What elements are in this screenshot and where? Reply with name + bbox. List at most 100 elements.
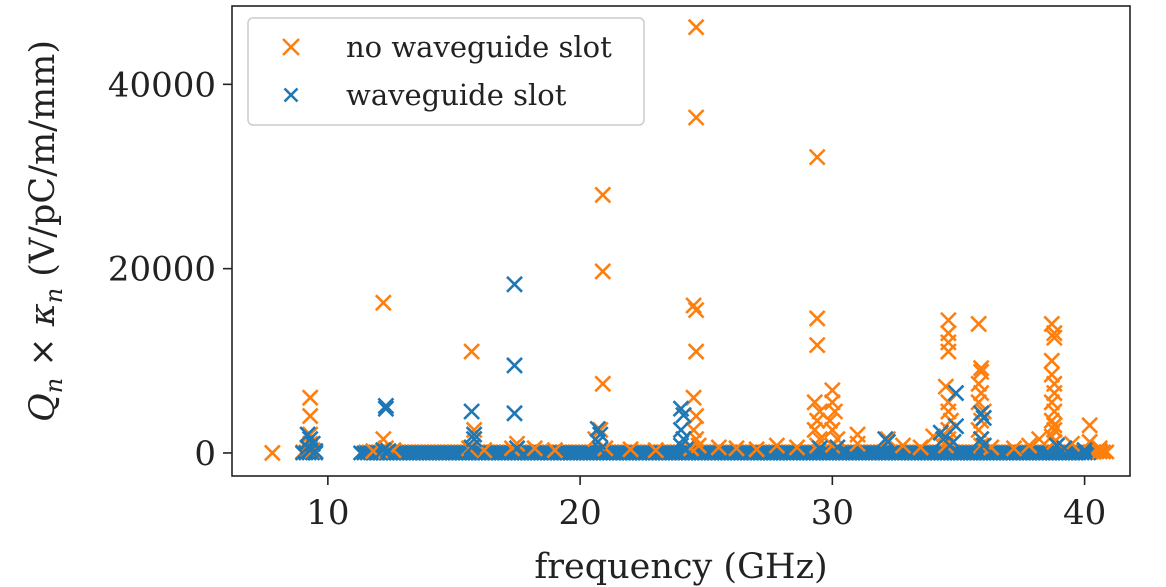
data-point-waveguide-slot: [947, 384, 965, 402]
data-point-no-waveguide-slot: [879, 430, 897, 448]
data-point-no-waveguide-slot: [463, 343, 481, 361]
data-point-waveguide-slot: [591, 440, 609, 458]
data-point-no-waveguide-slot: [806, 393, 824, 411]
data-point-waveguide-slot: [975, 437, 993, 455]
data-point-no-waveguide-slot: [826, 403, 844, 420]
data-point-no-waveguide-slot: [1045, 329, 1063, 347]
data-point-no-waveguide-slot: [647, 441, 665, 459]
y-label-times: ×: [23, 326, 63, 378]
data-point-no-waveguide-slot: [1045, 324, 1063, 342]
data-point-no-waveguide-slot: [374, 294, 392, 312]
data-point-waveguide-slot: [306, 442, 324, 460]
y-tick-label: 20000: [108, 250, 216, 290]
y-axis-label: Qn × κn (V/pC/m/mm): [23, 40, 68, 422]
data-point-no-waveguide-slot: [849, 435, 866, 453]
data-point-waveguide-slot: [677, 440, 695, 458]
x-tick-label: 20: [558, 493, 601, 533]
data-point-no-waveguide-slot: [1091, 439, 1109, 457]
data-point-no-waveguide-slot: [687, 18, 705, 36]
data-point-no-waveguide-slot: [594, 262, 612, 280]
data-point-no-waveguide-slot: [939, 343, 957, 361]
data-point-waveguide-slot: [589, 420, 607, 438]
data-point-no-waveguide-slot: [687, 301, 705, 319]
x-axis: 10 20 30 40: [306, 476, 1106, 533]
data-point-waveguide-slot: [463, 403, 481, 420]
plot-frame: [231, 5, 1131, 477]
data-point-no-waveguide-slot: [1063, 435, 1081, 453]
data-point-waveguide-slot: [1055, 439, 1073, 457]
data-point-no-waveguide-slot: [937, 378, 955, 396]
x-tick-label: 30: [811, 493, 854, 533]
data-point-no-waveguide-slot: [1081, 416, 1099, 434]
data-point-waveguide-slot: [374, 441, 392, 459]
x-tick-label: 10: [306, 493, 349, 533]
data-point-no-waveguide-slot: [972, 359, 990, 377]
data-point-no-waveguide-slot: [687, 343, 705, 361]
data-point-waveguide-slot: [675, 406, 692, 424]
data-point-waveguide-slot: [299, 426, 317, 443]
legend: no waveguide slot waveguide slot: [247, 17, 645, 126]
data-point-no-waveguide-slot: [1030, 430, 1048, 448]
data-point-no-waveguide-slot: [894, 437, 912, 455]
data-point-waveguide-slot: [506, 275, 523, 293]
data-point-no-waveguide-slot: [546, 441, 564, 459]
data-point-no-waveguide-slot: [1043, 352, 1061, 370]
y-tick-label: 0: [194, 434, 216, 474]
data-point-waveguide-slot: [463, 439, 481, 456]
chart-marks: [263, 18, 1115, 462]
data-point-waveguide-slot: [947, 417, 965, 435]
data-point-no-waveguide-slot: [1005, 439, 1023, 457]
data-point-waveguide-slot: [506, 356, 523, 374]
legend-marker-cross: [282, 38, 300, 56]
data-point-no-waveguide-slot: [823, 437, 841, 455]
data-point-no-waveguide-slot: [594, 186, 612, 204]
data-point-no-waveguide-slot: [788, 439, 806, 456]
data-point-no-waveguide-slot: [939, 311, 957, 329]
y-label-kappa-sub: n: [40, 288, 68, 303]
data-point-no-waveguide-slot: [808, 336, 826, 354]
data-point-no-waveguide-slot: [526, 439, 544, 457]
y-label-unit: (V/pC/m/mm): [23, 40, 63, 288]
legend-label-no-waveguide-slot: no waveguide slot: [346, 30, 612, 64]
data-point-no-waveguide-slot: [823, 421, 841, 439]
data-point-waveguide-slot: [945, 433, 962, 451]
y-label-q-sub: n: [40, 378, 68, 393]
data-point-waveguide-slot: [972, 404, 990, 422]
data-point-waveguide-slot: [975, 409, 993, 427]
data-point-waveguide-slot: [811, 439, 829, 457]
data-point-waveguide-slot: [377, 397, 395, 415]
legend-label-waveguide-slot: waveguide slot: [346, 78, 567, 112]
x-axis-label: frequency (GHz): [534, 547, 827, 587]
data-point-no-waveguide-slot: [808, 148, 826, 166]
data-point-no-waveguide-slot: [594, 375, 612, 393]
data-point-no-waveguide-slot: [1091, 442, 1109, 460]
data-point-no-waveguide-slot: [263, 444, 281, 462]
y-axis: 0 20000 40000: [108, 65, 232, 474]
data-point-no-waveguide-slot: [768, 437, 786, 455]
y-label-kappa: κ: [23, 303, 63, 327]
data-point-baseline: [1077, 445, 1094, 461]
data-point-no-waveguide-slot: [503, 439, 521, 457]
legend-marker-cross: [283, 87, 299, 103]
data-point-waveguide-slot: [301, 441, 319, 459]
data-point-waveguide-slot: [379, 442, 397, 460]
y-tick-label: 40000: [108, 65, 216, 105]
data-point-waveguide-slot: [934, 430, 952, 448]
data-point-waveguide-slot: [828, 439, 846, 456]
data-point-no-waveguide-slot: [1020, 437, 1038, 455]
data-point-no-waveguide-slot: [685, 297, 703, 314]
data-point-waveguide-slot: [465, 426, 483, 443]
legend-marker-waveguide-slot: [283, 87, 299, 103]
legend-box: [247, 17, 645, 126]
data-point-no-waveguide-slot: [728, 439, 745, 457]
data-point-waveguide-slot: [377, 400, 395, 418]
x-tick-label: 40: [1063, 493, 1106, 533]
data-point-no-waveguide-slot: [687, 109, 705, 126]
data-point-waveguide-slot: [508, 439, 526, 457]
data-point-waveguide-slot: [506, 404, 523, 422]
data-point-no-waveguide-slot: [808, 309, 826, 327]
data-point-no-waveguide-slot: [970, 315, 988, 333]
data-point-waveguide-slot: [879, 433, 897, 451]
data-point-no-waveguide-slot: [622, 440, 639, 458]
